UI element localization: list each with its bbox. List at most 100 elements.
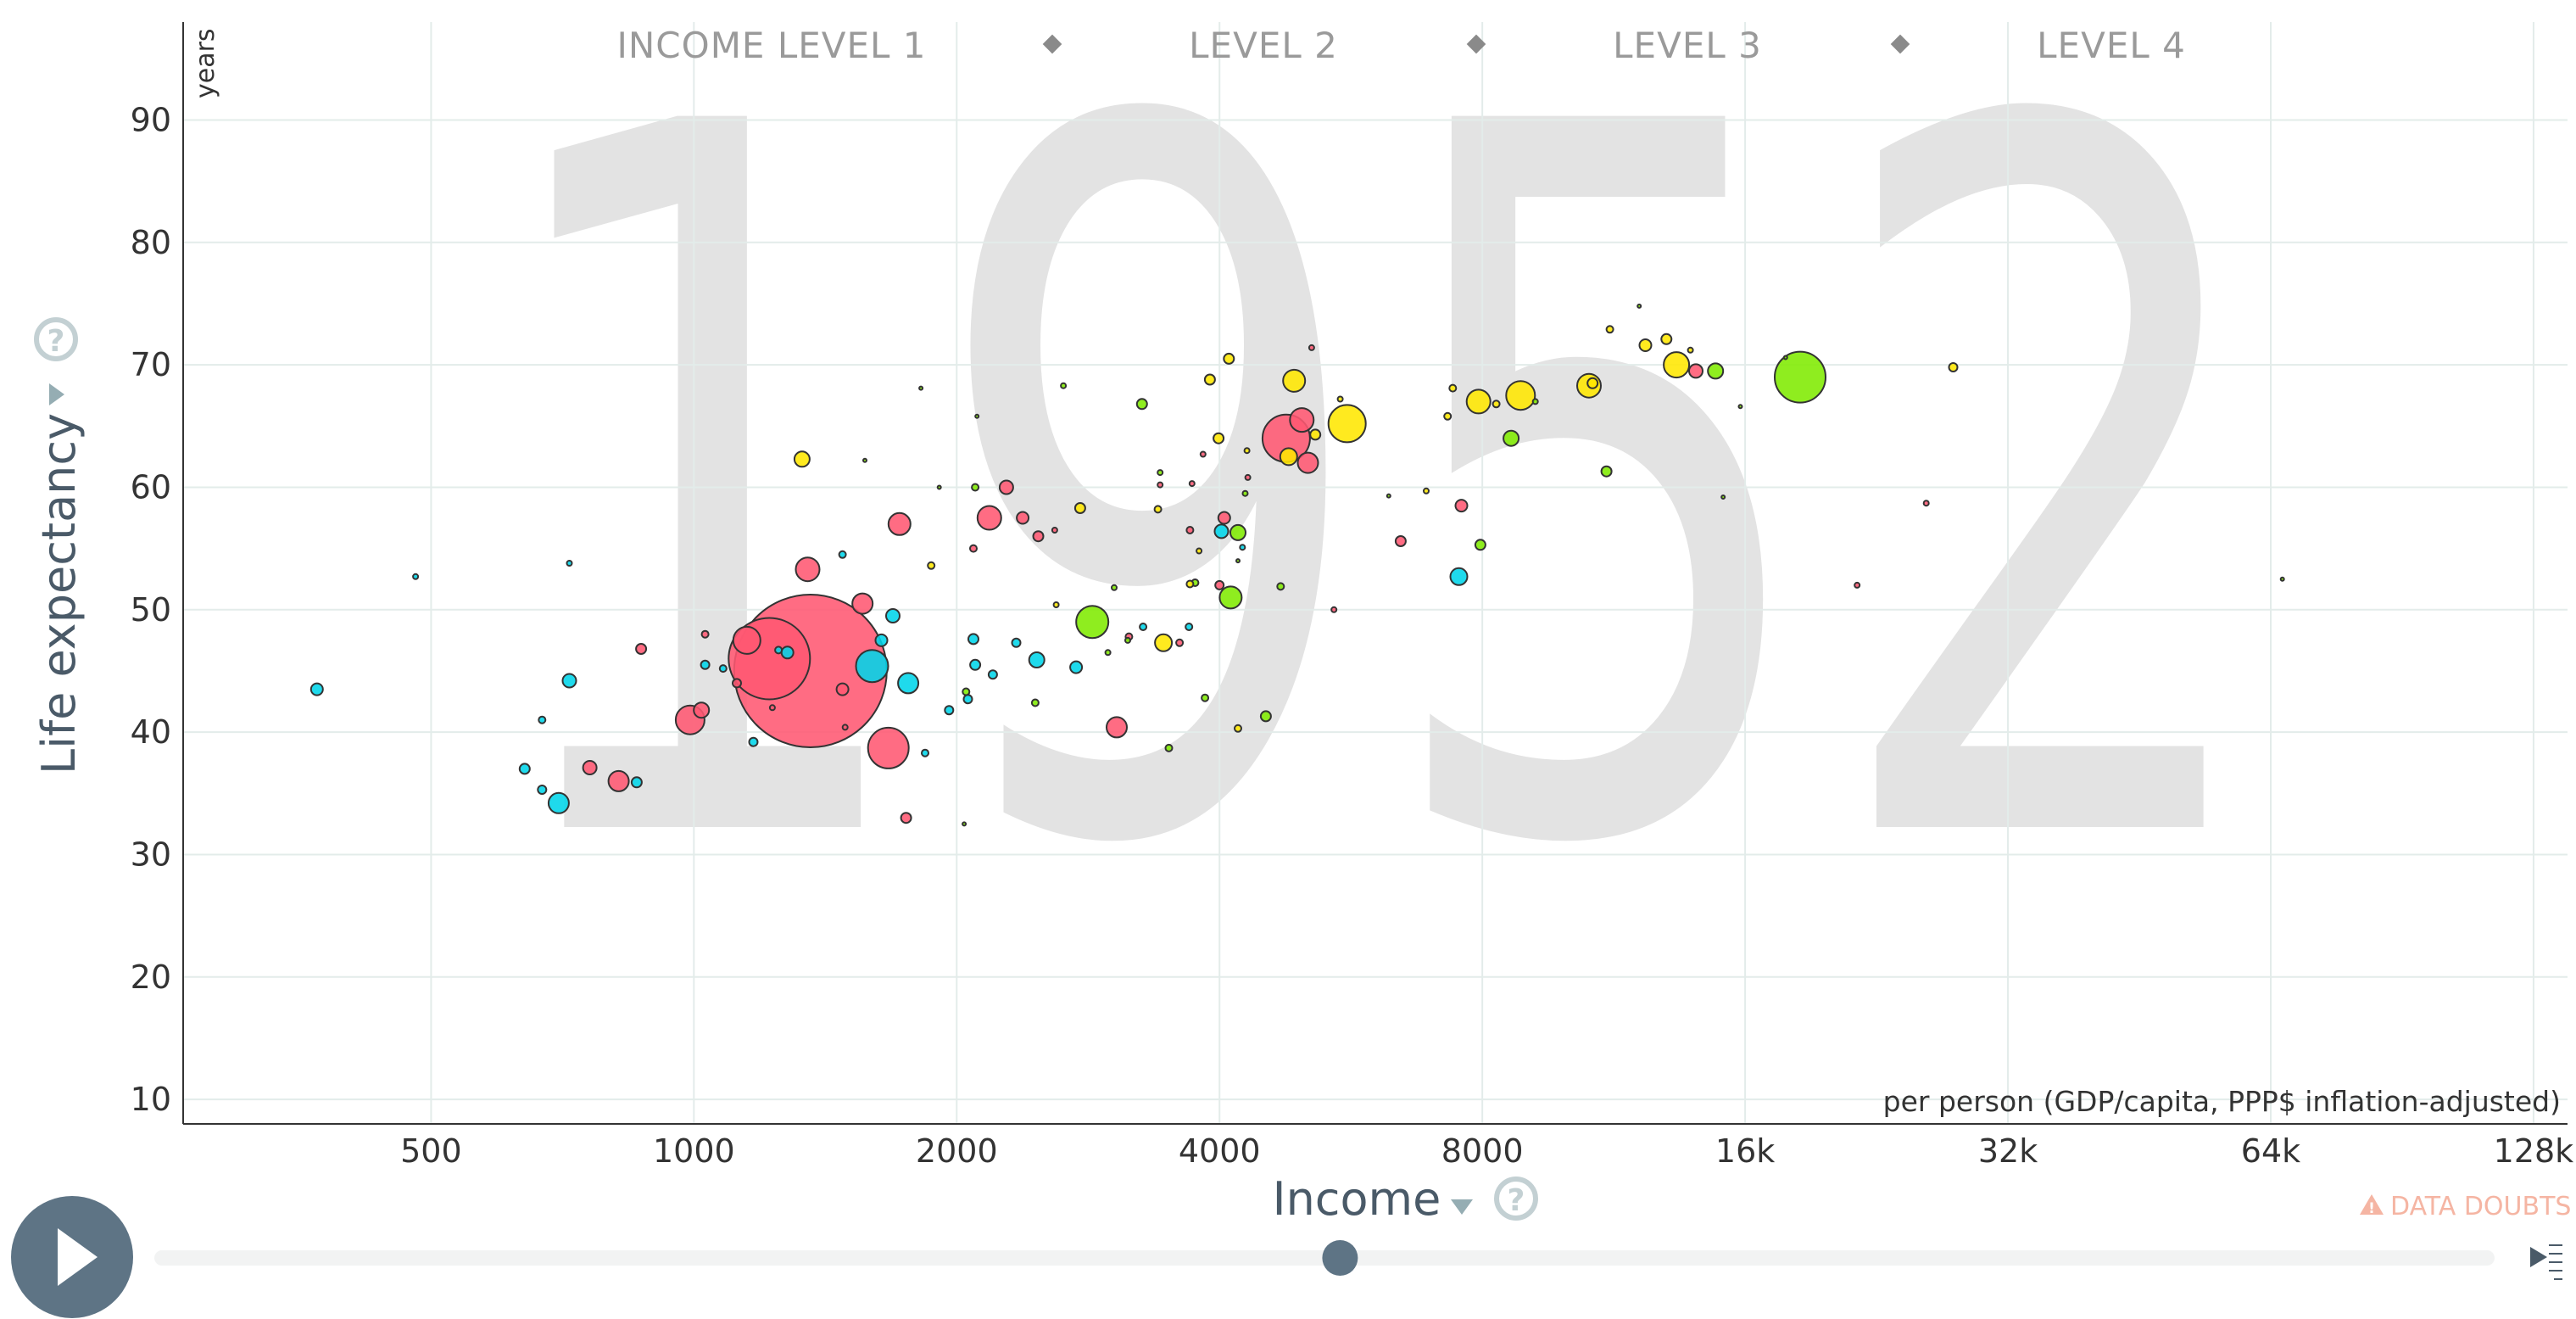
x-axis-label[interactable]: Income <box>1273 1172 1441 1226</box>
country-bubble[interactable] <box>1052 601 1060 608</box>
country-bubble[interactable] <box>1213 432 1225 444</box>
country-bubble[interactable] <box>1218 585 1243 610</box>
country-bubble[interactable] <box>1282 368 1307 393</box>
country-bubble[interactable] <box>1336 395 1344 403</box>
y-axis-dropdown-caret-icon[interactable] <box>49 383 64 405</box>
country-bubble[interactable] <box>732 678 742 689</box>
country-bubble[interactable] <box>974 413 980 419</box>
country-bubble[interactable] <box>1075 605 1110 640</box>
x-axis-help-icon[interactable] <box>1494 1176 1538 1221</box>
y-axis-label[interactable]: Life expectancy <box>32 413 86 774</box>
country-bubble[interactable] <box>1688 363 1703 379</box>
country-bubble[interactable] <box>1239 544 1246 551</box>
country-bubble[interactable] <box>732 625 761 655</box>
country-bubble[interactable] <box>1188 480 1196 488</box>
country-bubble[interactable] <box>1605 325 1614 334</box>
country-bubble[interactable] <box>921 748 929 757</box>
country-bubble[interactable] <box>998 479 1014 495</box>
country-bubble[interactable] <box>582 760 598 775</box>
country-bubble[interactable] <box>944 705 955 716</box>
country-bubble[interactable] <box>1449 567 1469 586</box>
data-doubts-label[interactable]: DATA DOUBTS <box>2390 1192 2571 1221</box>
country-bubble[interactable] <box>1922 500 1930 507</box>
country-bubble[interactable] <box>718 664 728 673</box>
country-bubble[interactable] <box>1687 346 1694 354</box>
country-bubble[interactable] <box>412 573 420 580</box>
country-bubble[interactable] <box>1531 398 1539 405</box>
country-bubble[interactable] <box>1243 447 1251 455</box>
country-bubble[interactable] <box>1276 582 1285 591</box>
country-bubble[interactable] <box>1217 511 1231 525</box>
country-bubble[interactable] <box>1199 450 1207 458</box>
y-axis-title[interactable]: Life expectancy ? <box>32 317 86 774</box>
country-bubble[interactable] <box>1235 558 1241 564</box>
country-bubble[interactable] <box>962 821 967 827</box>
country-bubble[interactable] <box>1660 333 1673 345</box>
country-bubble[interactable] <box>969 544 978 553</box>
data-doubts-button[interactable]: ! DATA DOUBTS <box>2360 1192 2571 1221</box>
country-bubble[interactable] <box>1503 429 1520 447</box>
country-bubble[interactable] <box>1720 495 1726 500</box>
country-bubble[interactable] <box>607 769 630 792</box>
country-bubble[interactable] <box>835 682 850 696</box>
country-bubble[interactable] <box>1854 581 1861 589</box>
y-axis-help-icon[interactable] <box>34 317 78 361</box>
country-bubble[interactable] <box>1474 539 1486 551</box>
country-bubble[interactable] <box>1289 407 1315 433</box>
country-bubble[interactable] <box>630 776 643 789</box>
country-bubble[interactable] <box>897 672 920 695</box>
country-bubble[interactable] <box>1196 547 1203 555</box>
country-bubble[interactable] <box>1279 447 1298 467</box>
income-level-1-label[interactable]: INCOME LEVEL 1 <box>617 25 927 66</box>
country-bubble[interactable] <box>1600 465 1613 478</box>
country-bubble[interactable] <box>1214 579 1225 590</box>
country-bubble[interactable] <box>793 450 811 468</box>
country-bubble[interactable] <box>976 505 1002 531</box>
country-bubble[interactable] <box>1154 633 1174 652</box>
country-bubble[interactable] <box>1492 400 1501 409</box>
country-bubble[interactable] <box>1175 638 1185 647</box>
country-bubble[interactable] <box>1423 487 1430 495</box>
country-bubble[interactable] <box>1135 398 1148 411</box>
country-bubble[interactable] <box>566 560 573 567</box>
country-bubble[interactable] <box>936 484 942 490</box>
country-bubble[interactable] <box>1032 530 1045 543</box>
country-bubble[interactable] <box>1201 693 1210 702</box>
country-bubble[interactable] <box>1259 710 1272 723</box>
country-bubble[interactable] <box>1153 505 1163 514</box>
country-bubble[interactable] <box>1737 404 1743 410</box>
country-bubble[interactable] <box>918 385 924 391</box>
x-axis-title[interactable]: Income ? <box>1273 1172 1538 1226</box>
country-bubble[interactable] <box>874 633 889 647</box>
country-bubble[interactable] <box>1308 344 1315 351</box>
country-bubble[interactable] <box>547 791 570 814</box>
country-bubble[interactable] <box>1707 362 1725 380</box>
country-bubble[interactable] <box>1060 382 1068 389</box>
country-bubble[interactable] <box>900 812 912 824</box>
country-bubble[interactable] <box>969 658 982 671</box>
income-level-4-label[interactable]: LEVEL 4 <box>2037 25 2186 66</box>
country-bubble[interactable] <box>987 669 998 680</box>
country-bubble[interactable] <box>1011 637 1022 648</box>
country-bubble[interactable] <box>1106 716 1128 739</box>
country-bubble[interactable] <box>561 673 577 689</box>
country-bubble[interactable] <box>780 646 795 660</box>
country-bubble[interactable] <box>1124 636 1131 644</box>
country-bubble[interactable] <box>1234 724 1242 733</box>
country-bubble[interactable] <box>1394 535 1407 547</box>
country-bubble[interactable] <box>1164 743 1174 752</box>
country-bubble[interactable] <box>537 785 548 795</box>
country-bubble[interactable] <box>962 687 971 696</box>
country-bubble[interactable] <box>1782 355 1788 360</box>
country-bubble[interactable] <box>1213 523 1229 539</box>
country-bubble[interactable] <box>1330 606 1338 613</box>
country-bubble[interactable] <box>1139 623 1148 631</box>
country-bubble[interactable] <box>1663 351 1691 379</box>
country-bubble[interactable] <box>1185 579 1195 589</box>
country-bubble[interactable] <box>1157 481 1164 489</box>
country-bubble[interactable] <box>635 643 648 655</box>
country-bubble[interactable] <box>1016 511 1030 525</box>
country-bubble[interactable] <box>867 726 910 769</box>
country-bubble[interactable] <box>1586 377 1599 389</box>
country-bubble[interactable] <box>309 682 324 696</box>
